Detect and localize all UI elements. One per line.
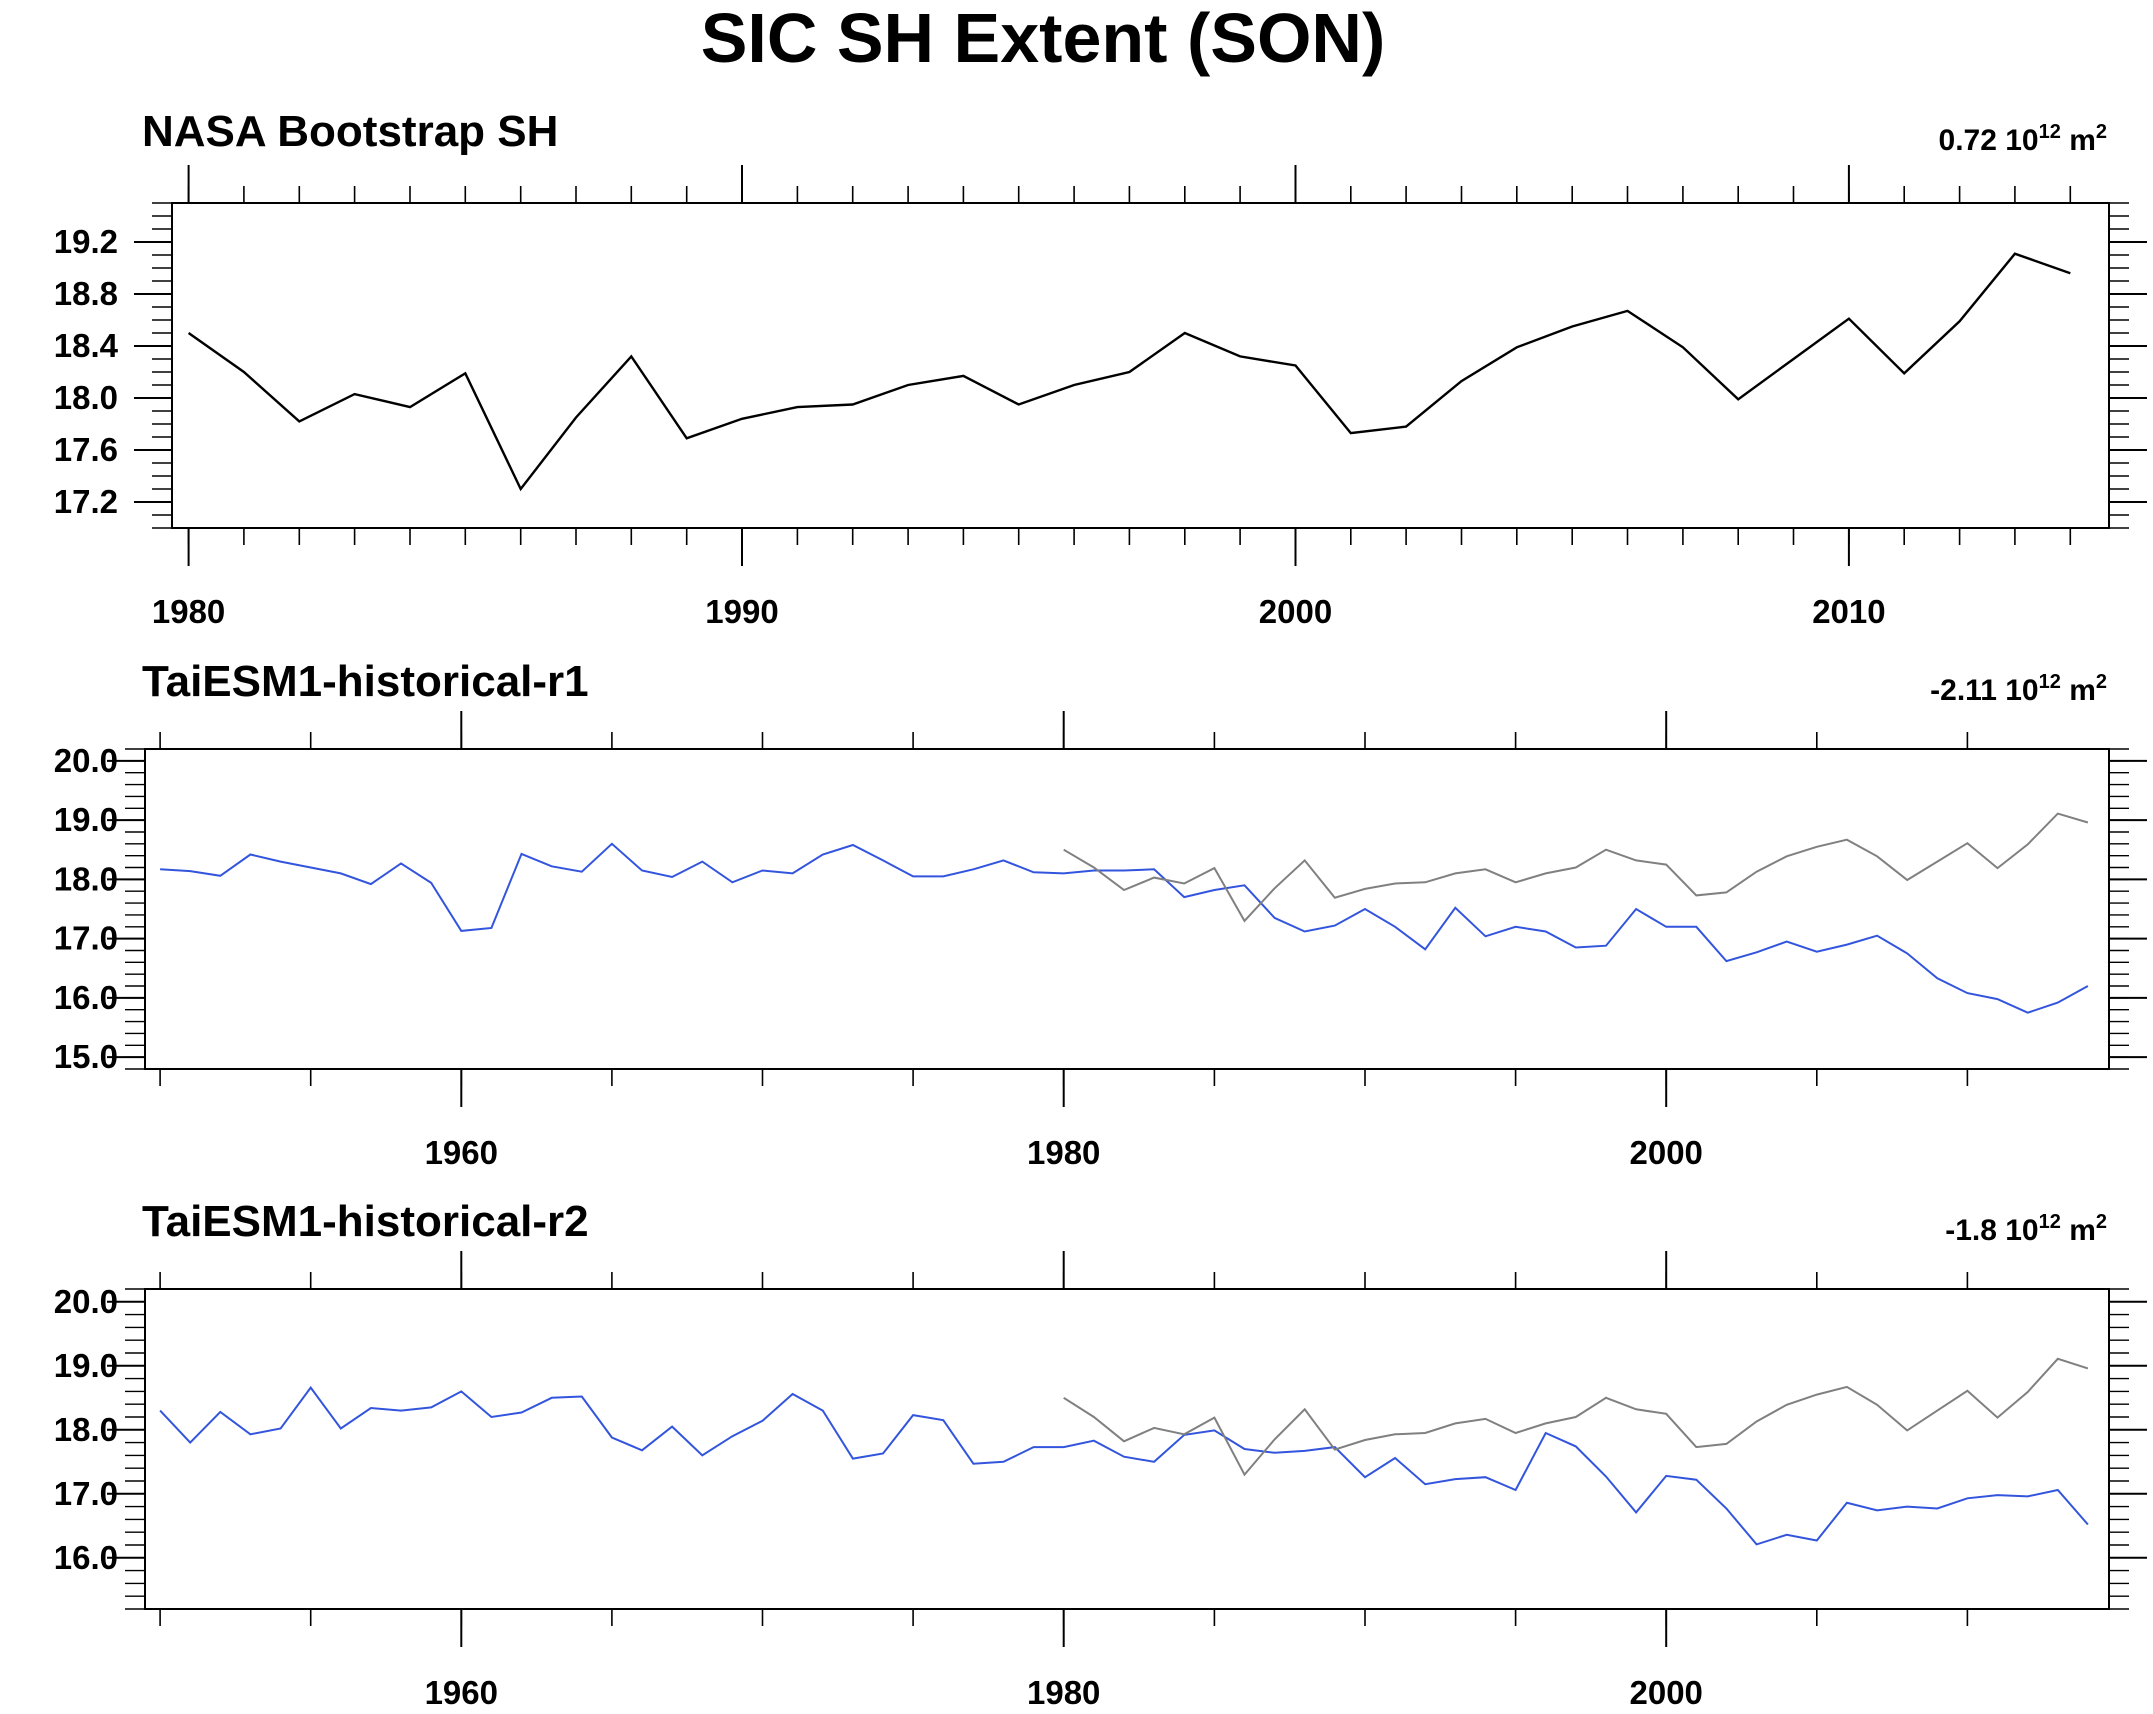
plot-frame <box>171 202 2110 529</box>
trend-label: -2.11 1012 m2 <box>1930 671 2107 707</box>
y-tick-label: 16.0 <box>54 1539 118 1576</box>
x-tick-label: 2000 <box>1629 1134 1702 1171</box>
series-line-observation <box>187 252 2071 492</box>
x-tick-label: 2000 <box>1259 593 1332 630</box>
x-tick-label: 2010 <box>1812 593 1885 630</box>
panels: NASA Bootstrap SH 0.72 1012 m2 1980 1990 200… <box>54 107 2147 1711</box>
x-tick-label: 1990 <box>705 593 778 630</box>
series-line-model <box>160 842 2089 1014</box>
y-tick-label: 18.0 <box>54 1411 118 1448</box>
plot-frame <box>144 748 2110 1070</box>
y-tick-label: 17.0 <box>54 920 118 957</box>
plot-frame <box>144 1288 2110 1610</box>
y-tick-label: 17.6 <box>54 431 118 468</box>
y-tick-label: 18.0 <box>54 379 118 416</box>
panel-1: NASA Bootstrap SH 0.72 1012 m2 1980 1990 200… <box>54 107 2147 630</box>
y-tick-label: 19.0 <box>54 1347 118 1384</box>
x-tick-label: 1980 <box>1027 1674 1100 1711</box>
x-tick-label: 1960 <box>425 1134 498 1171</box>
x-tick-label: 1980 <box>1027 1134 1100 1171</box>
figure-title: SIC SH Extent (SON) <box>701 0 1386 77</box>
y-tick-label: 15.0 <box>54 1038 118 1075</box>
y-tick-label: 18.0 <box>54 860 118 897</box>
panel-title: NASA Bootstrap SH <box>142 107 558 156</box>
y-tick-label: 19.0 <box>54 801 118 838</box>
x-tick-label: 1980 <box>152 593 225 630</box>
x-tick-label: 1960 <box>425 1674 498 1711</box>
trend-label: -1.8 1012 m2 <box>1945 1211 2107 1247</box>
x-tick-label: 2000 <box>1629 1674 1702 1711</box>
y-tick-label: 20.0 <box>54 1283 118 1320</box>
panel-title: TaiESM1-historical-r2 <box>142 1197 589 1246</box>
panel-2: TaiESM1-historical-r1 -2.11 1012 m2 1960 19… <box>54 657 2147 1171</box>
y-tick-label: 20.0 <box>54 742 118 779</box>
panel-3: TaiESM1-historical-r2 -1.8 1012 m2 1960 198… <box>54 1197 2147 1711</box>
panel-title: TaiESM1-historical-r1 <box>142 657 589 706</box>
series-line-observation_overlay <box>1063 1357 2089 1477</box>
series-line-model <box>159 1385 2089 1546</box>
y-tick-label: 19.2 <box>54 223 118 260</box>
series-line-observation_overlay <box>1063 812 2089 923</box>
y-tick-label: 18.8 <box>54 275 118 312</box>
y-tick-label: 16.0 <box>54 979 118 1016</box>
y-tick-label: 17.0 <box>54 1475 118 1512</box>
y-tick-label: 17.2 <box>54 483 118 520</box>
trend-label: 0.72 1012 m2 <box>1939 121 2107 157</box>
y-tick-label: 18.4 <box>54 327 119 364</box>
